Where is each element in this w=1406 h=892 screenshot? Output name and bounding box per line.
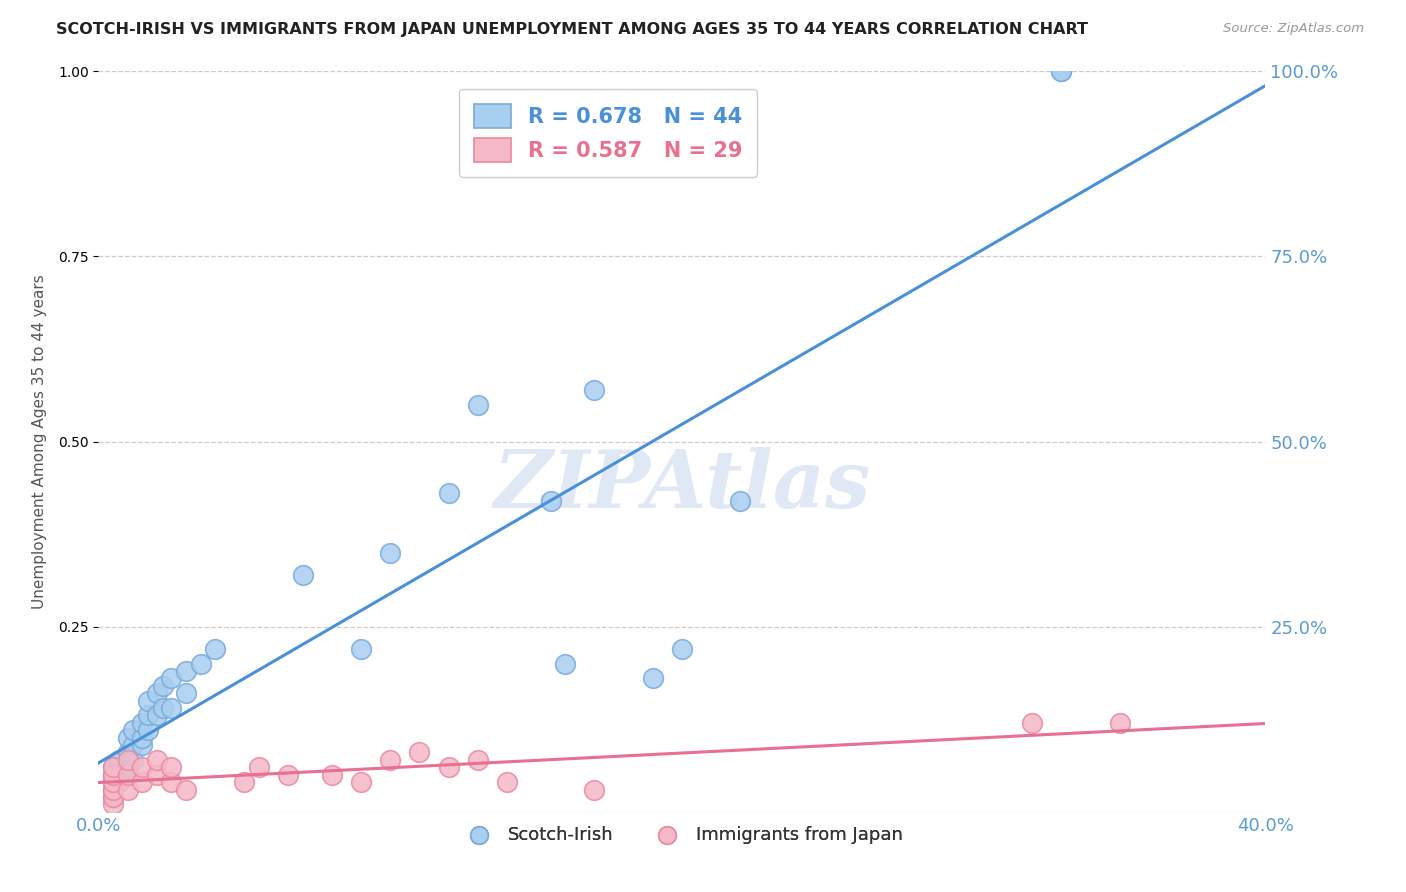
Point xyxy=(122,723,145,738)
Point xyxy=(131,775,153,789)
Text: Source: ZipAtlas.com: Source: ZipAtlas.com xyxy=(1223,22,1364,36)
Point xyxy=(437,760,460,774)
Point xyxy=(204,641,226,656)
Point xyxy=(321,767,343,781)
Point xyxy=(291,567,314,582)
Point xyxy=(380,753,402,767)
Point xyxy=(101,789,124,804)
Point xyxy=(101,767,124,781)
Point xyxy=(190,657,212,671)
Point xyxy=(117,746,139,760)
Point xyxy=(101,767,124,781)
Point xyxy=(437,486,460,500)
Point xyxy=(146,686,169,700)
Point xyxy=(174,686,197,700)
Point xyxy=(671,641,693,656)
Point xyxy=(136,694,159,708)
Point xyxy=(131,738,153,752)
Point xyxy=(247,760,270,774)
Point xyxy=(641,672,664,686)
Y-axis label: Unemployment Among Ages 35 to 44 years: Unemployment Among Ages 35 to 44 years xyxy=(32,274,46,609)
Point xyxy=(117,767,139,781)
Point xyxy=(101,775,124,789)
Point xyxy=(496,775,519,789)
Point xyxy=(122,753,145,767)
Point xyxy=(380,546,402,560)
Point xyxy=(350,775,373,789)
Point xyxy=(136,708,159,723)
Text: SCOTCH-IRISH VS IMMIGRANTS FROM JAPAN UNEMPLOYMENT AMONG AGES 35 TO 44 YEARS COR: SCOTCH-IRISH VS IMMIGRANTS FROM JAPAN UN… xyxy=(56,22,1088,37)
Point xyxy=(160,760,183,774)
Point xyxy=(117,782,139,797)
Point xyxy=(408,746,430,760)
Point xyxy=(117,760,139,774)
Point xyxy=(160,672,183,686)
Point xyxy=(108,767,131,781)
Point xyxy=(108,775,131,789)
Point xyxy=(101,775,124,789)
Point xyxy=(467,398,489,412)
Point xyxy=(117,767,139,781)
Point xyxy=(554,657,576,671)
Point xyxy=(101,797,124,812)
Legend: Scotch-Irish, Immigrants from Japan: Scotch-Irish, Immigrants from Japan xyxy=(454,818,910,851)
Point xyxy=(146,767,169,781)
Point xyxy=(101,760,124,774)
Point xyxy=(174,664,197,678)
Point xyxy=(122,738,145,752)
Point xyxy=(146,753,169,767)
Point xyxy=(152,701,174,715)
Point xyxy=(146,708,169,723)
Point xyxy=(108,753,131,767)
Point xyxy=(160,775,183,789)
Point xyxy=(131,731,153,745)
Point xyxy=(730,493,752,508)
Point xyxy=(131,715,153,730)
Point xyxy=(467,753,489,767)
Point xyxy=(277,767,299,781)
Point xyxy=(117,753,139,767)
Point xyxy=(583,383,606,397)
Point xyxy=(233,775,256,789)
Point xyxy=(174,782,197,797)
Point xyxy=(101,782,124,797)
Point xyxy=(101,782,124,797)
Point xyxy=(136,723,159,738)
Point xyxy=(1050,64,1073,78)
Point xyxy=(117,731,139,745)
Point xyxy=(583,782,606,797)
Point xyxy=(540,493,562,508)
Point xyxy=(1021,715,1043,730)
Point xyxy=(1050,64,1073,78)
Point xyxy=(131,760,153,774)
Point xyxy=(350,641,373,656)
Point xyxy=(160,701,183,715)
Point xyxy=(101,789,124,804)
Point xyxy=(152,679,174,693)
Point xyxy=(1108,715,1130,730)
Text: ZIPAtlas: ZIPAtlas xyxy=(494,447,870,524)
Point xyxy=(101,760,124,774)
